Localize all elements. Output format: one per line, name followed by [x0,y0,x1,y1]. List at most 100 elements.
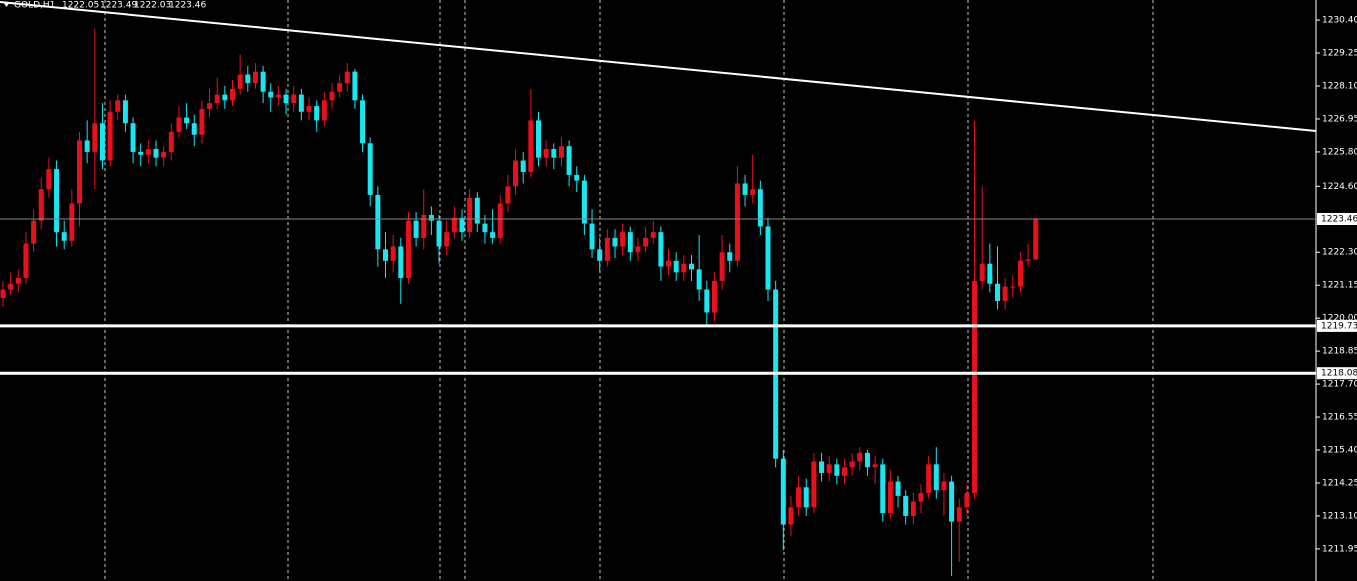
candle-body [872,464,878,468]
candle-body [505,186,511,204]
candle-body [719,252,725,281]
candle-body [1002,286,1008,301]
candle-body [689,263,694,270]
candle-body [1025,259,1031,261]
candle-body [421,214,427,238]
candle-body [0,289,6,299]
candle-body [268,91,274,98]
candle-body [77,140,82,204]
candle-body [145,149,151,155]
candle-body [803,487,809,508]
candle-body [681,263,687,273]
level-label-box [1317,367,1357,380]
candle-body [69,203,75,241]
candle-body [390,246,396,261]
candle-body [734,183,740,261]
candle-body [910,501,916,516]
candle-body [444,232,450,247]
candle-body [589,223,595,250]
y-tick-label: 1229.25 [1322,49,1357,59]
header-open: 1222.05 [62,1,99,11]
candle-body [880,464,886,514]
y-tick-label: 1224.60 [1322,182,1357,192]
candle-body [130,123,136,152]
candle-body [964,493,970,508]
candle-body [474,197,480,224]
candle-body [122,100,128,124]
candle-body [314,106,320,121]
candle-body [658,232,664,267]
candle-body [490,232,496,238]
candle-body [383,249,388,261]
level-label: 1219.73 [1321,321,1357,331]
candle-body [54,169,60,233]
candle-body [222,94,228,101]
candle-body [597,249,603,261]
candle-body [375,194,381,250]
candle-body [811,461,817,508]
candle-body [260,71,266,92]
candle-body [38,189,44,221]
y-tick-label: 1230.40 [1322,16,1357,26]
candle-body [696,269,702,290]
candle-body [15,278,21,284]
candle-body [344,71,350,84]
candle-body [711,280,717,313]
y-tick-label: 1215.40 [1322,446,1357,456]
candle-body [727,252,733,261]
candle-body [275,94,281,98]
candle-body [627,232,633,253]
candle-body [291,94,297,104]
candle-body [230,88,235,101]
candle-body [1017,260,1023,287]
candle-body [61,232,67,241]
y-tick-label: 1213.10 [1322,511,1357,521]
price-label-box [1317,212,1357,225]
candle-body [972,280,978,494]
candle-body [451,217,457,233]
candle-body [367,143,373,195]
candle-body [467,197,473,233]
candle-body [949,481,955,522]
candle-body [513,160,519,187]
header-close: 1223.46 [169,1,206,11]
y-tick-label: 1225.80 [1322,147,1357,157]
candle-body [566,146,572,175]
candle-body [31,220,37,244]
y-tick-label: 1211.95 [1322,544,1357,554]
candle-body [497,203,503,238]
candle-body [528,120,534,172]
candle-body [1033,218,1039,260]
candle-body [298,94,304,112]
candle-body [941,481,947,491]
candle-body [643,237,649,247]
candle-body [742,183,748,195]
candle-body [780,458,786,525]
candle-body [757,189,763,227]
candle-body [413,220,419,238]
candle-body [842,467,847,476]
candle-body [321,100,327,121]
candle-body [765,226,771,290]
candle-body [796,487,802,508]
candle-body [895,481,901,496]
y-tick-label: 1214.25 [1322,478,1357,488]
candle-body [337,83,343,92]
candle-body [604,237,610,261]
candle-body [329,91,335,101]
y-tick-label: 1226.95 [1322,114,1357,124]
candle-body [115,100,121,112]
y-tick-label: 1218.85 [1322,347,1357,357]
candle-body [819,461,825,473]
candle-body [520,160,526,172]
candle-body [995,283,1000,301]
candle-body [191,123,197,135]
header-low: 1222.03 [134,1,171,11]
y-tick-label: 1228.10 [1322,81,1357,91]
candle-body [933,464,939,491]
candle-body [704,289,710,313]
candle-body [398,246,404,279]
candle-body [138,151,144,155]
candle-body [918,493,924,502]
candle-body [283,94,289,104]
